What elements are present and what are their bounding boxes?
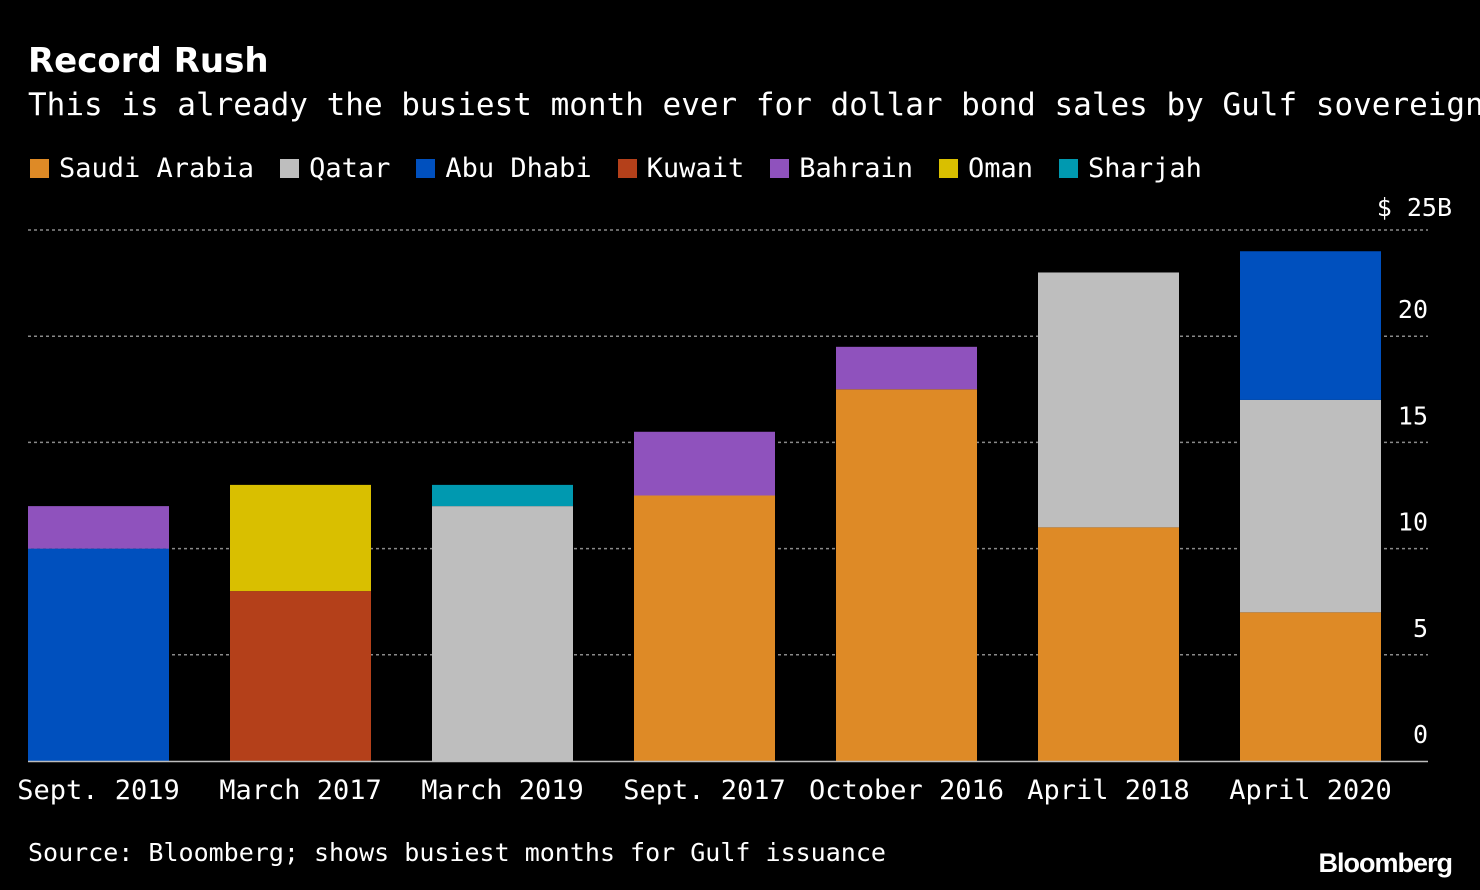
legend-label-sharjah: Sharjah <box>1088 152 1202 184</box>
bar-sept-2019-bahrain <box>28 506 169 549</box>
y-tick-label-20: 20 <box>1398 295 1428 324</box>
bar-october-2016-bahrain <box>836 346 977 390</box>
legend-swatch-abu-dhabi <box>416 158 436 178</box>
legend-swatch-qatar <box>280 158 300 178</box>
legend-swatch-bahrain <box>770 158 790 178</box>
y-axis-unit-label: $ 25B <box>1377 193 1452 222</box>
legend-swatch-saudi-arabia <box>30 158 49 178</box>
legend-item-oman: Oman <box>939 153 1033 184</box>
legend-item-abu-dhabi: Abu Dhabi <box>416 152 592 184</box>
y-tick-label-0: 0 <box>1413 720 1428 749</box>
chart-subtitle: This is already the busiest month ever f… <box>28 87 1480 123</box>
legend-label-oman: Oman <box>968 152 1034 184</box>
x-tick-label-april-2020: April 2020 <box>1229 775 1392 806</box>
bar-april-2020-qatar <box>1240 399 1381 613</box>
legend-swatch-sharjah <box>1059 158 1079 178</box>
legend-swatch-kuwait <box>617 158 637 178</box>
bar-march-2017-kuwait <box>230 591 371 761</box>
y-tick-label-10: 10 <box>1398 508 1428 537</box>
bar-sept-2017-saudi-arabia <box>634 495 775 761</box>
bar-sept-2019-abu-dhabi <box>28 548 169 761</box>
x-tick-label-april-2018: April 2018 <box>1027 775 1190 806</box>
x-tick-label-october-2016: October 2016 <box>809 775 1004 806</box>
bar-april-2020-saudi-arabia <box>1240 612 1381 761</box>
legend-item-bahrain: Bahrain <box>770 153 913 184</box>
legend: Saudi Arabia Qatar Abu Dhabi Kuwait Bahr… <box>30 150 1228 186</box>
legend-swatch-oman <box>939 158 959 178</box>
x-tick-label-march-2019: March 2019 <box>421 775 584 806</box>
bar-april-2020-abu-dhabi <box>1240 251 1381 400</box>
bar-april-2018-qatar <box>1038 272 1179 528</box>
bar-march-2017-oman <box>230 484 371 592</box>
legend-label-bahrain: Bahrain <box>799 152 914 184</box>
bar-april-2018-saudi-arabia <box>1038 527 1179 761</box>
bar-sept-2017-bahrain <box>634 431 775 496</box>
legend-item-kuwait: Kuwait <box>617 152 745 184</box>
source-note: Source: Bloomberg; shows busiest months … <box>28 838 886 867</box>
legend-label-saudi-arabia: Saudi Arabia <box>59 152 255 184</box>
bloomberg-logo: Bloomberg <box>1318 848 1453 878</box>
legend-label-qatar: Qatar <box>309 152 391 184</box>
x-tick-label-sept-2019: Sept. 2019 <box>17 775 180 806</box>
y-tick-label-15: 15 <box>1398 401 1428 430</box>
bar-march-2019-sharjah <box>432 484 573 507</box>
legend-item-sharjah: Sharjah <box>1059 153 1202 184</box>
legend-item-saudi-arabia: Saudi Arabia <box>30 153 254 184</box>
legend-label-kuwait: Kuwait <box>646 152 745 184</box>
x-tick-label-sept-2017: Sept. 2017 <box>623 775 786 806</box>
legend-label-abu-dhabi: Abu Dhabi <box>445 152 592 184</box>
bar-october-2016-saudi-arabia <box>836 389 977 761</box>
y-tick-label-5: 5 <box>1413 614 1428 643</box>
bar-march-2019-qatar <box>432 506 573 761</box>
legend-item-qatar: Qatar <box>280 153 390 184</box>
x-tick-label-march-2017: March 2017 <box>219 775 382 806</box>
chart-title: Record Rush <box>28 41 269 81</box>
